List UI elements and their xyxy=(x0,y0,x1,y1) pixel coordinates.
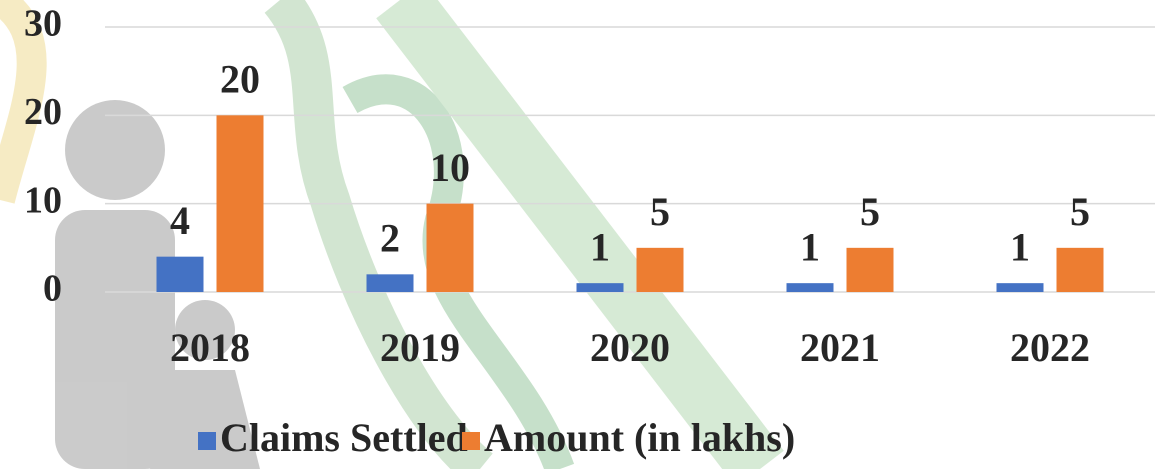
x-tick-label: 2019 xyxy=(380,325,460,370)
watermark-leaf xyxy=(264,0,494,469)
data-label: 5 xyxy=(650,189,670,234)
y-tick-label: 10 xyxy=(24,179,62,221)
plot: 010203020184202019210202015202115202215C… xyxy=(24,3,1155,460)
bar xyxy=(156,256,204,292)
bar xyxy=(426,203,474,292)
bar xyxy=(636,247,684,292)
bar xyxy=(846,247,894,292)
legend-label: Claims Settled xyxy=(220,415,468,460)
data-label: 2 xyxy=(380,216,400,261)
data-label: 5 xyxy=(1070,189,1090,234)
data-label: 1 xyxy=(800,224,820,269)
watermark-stripe xyxy=(376,0,784,469)
x-tick-label: 2021 xyxy=(800,325,880,370)
legend-swatch xyxy=(462,432,480,450)
bar xyxy=(216,115,264,292)
bar xyxy=(786,283,834,292)
x-tick-label: 2018 xyxy=(170,325,250,370)
data-label: 20 xyxy=(220,57,260,102)
x-tick-label: 2020 xyxy=(590,325,670,370)
watermark-head xyxy=(65,100,165,200)
bar xyxy=(576,283,624,292)
data-label: 1 xyxy=(590,224,610,269)
watermark-child-head xyxy=(175,300,235,360)
legend-swatch xyxy=(198,432,216,450)
background-watermark xyxy=(0,0,784,469)
data-label: 10 xyxy=(430,145,470,190)
bar xyxy=(996,283,1044,292)
x-tick-label: 2022 xyxy=(1010,325,1090,370)
bar xyxy=(366,274,414,292)
bar xyxy=(1056,247,1104,292)
legend-label: Amount (in lakhs) xyxy=(484,415,795,460)
watermark-child-body xyxy=(150,370,260,469)
data-label: 4 xyxy=(170,198,190,243)
y-tick-label: 20 xyxy=(24,91,62,133)
watermark-body xyxy=(55,210,175,469)
data-label: 1 xyxy=(1010,224,1030,269)
watermark-sun xyxy=(0,0,47,204)
y-tick-label: 0 xyxy=(43,268,62,310)
data-label: 5 xyxy=(860,189,880,234)
y-tick-label: 30 xyxy=(24,3,62,45)
